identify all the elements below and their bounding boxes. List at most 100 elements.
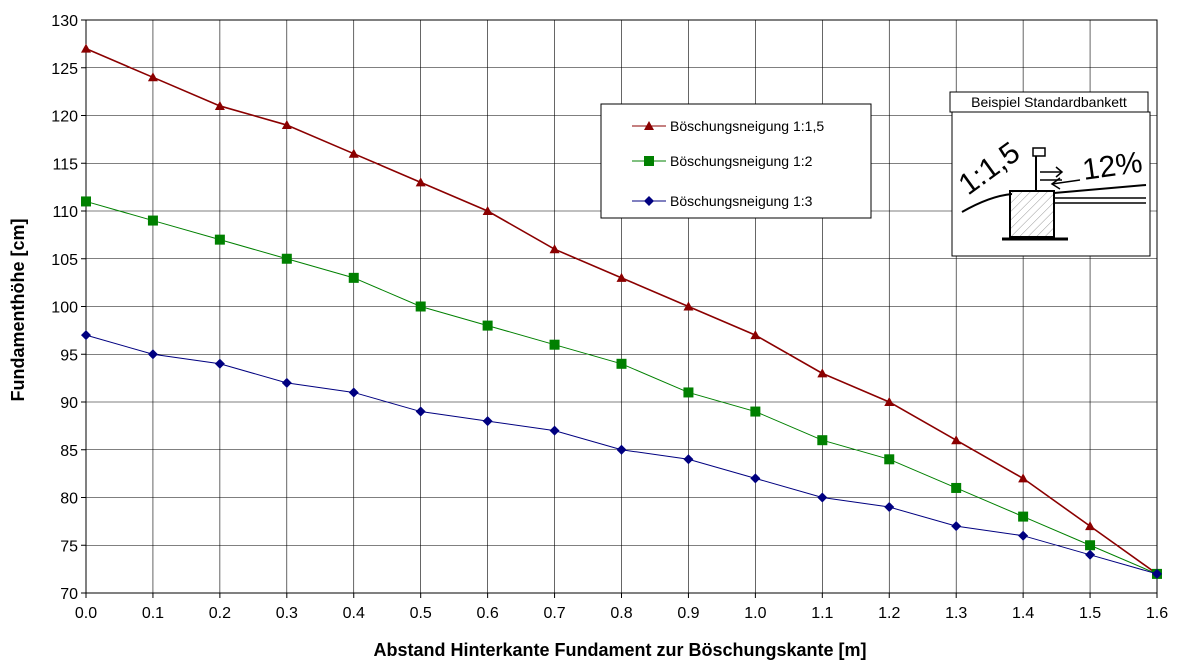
y-tick-label: 70: [60, 586, 78, 603]
data-point: [951, 482, 962, 493]
y-tick-label: 85: [60, 443, 78, 460]
data-point: [147, 72, 158, 82]
data-point: [951, 521, 962, 532]
legend-label-1: Böschungsneigung 1:1,5: [670, 118, 824, 134]
data-point: [750, 330, 761, 340]
data-point: [415, 301, 426, 312]
data-point: [81, 330, 91, 341]
data-point: [281, 253, 292, 264]
legend-marker-square: [644, 156, 654, 166]
data-point: [415, 177, 426, 187]
data-point: [482, 416, 493, 427]
data-point: [147, 349, 158, 360]
data-point: [415, 406, 426, 417]
data-point: [1085, 540, 1096, 551]
post-cap: [1032, 147, 1046, 157]
series-2: [81, 196, 1162, 579]
data-point: [1085, 549, 1096, 560]
y-tick-label: 75: [60, 538, 78, 555]
inset-title: Beispiel Standardbankett: [971, 94, 1127, 110]
data-point: [817, 435, 828, 446]
x-tick-label: 0.0: [75, 605, 97, 622]
y-tick-label: 95: [60, 347, 78, 364]
inset-sketch: Beispiel Standardbankett: [949, 91, 1151, 257]
y-tick-label: 120: [51, 109, 78, 126]
data-point: [214, 100, 225, 110]
data-point: [482, 206, 493, 215]
data-point: [348, 387, 359, 398]
data-point: [817, 492, 828, 503]
x-tick-label: 1.4: [1012, 605, 1034, 622]
y-axis-title: Fundamenthöhe [cm]: [8, 219, 28, 402]
data-point: [884, 454, 895, 465]
data-point: [214, 234, 225, 245]
data-point: [817, 368, 828, 378]
data-point: [348, 272, 359, 283]
data-point: [1018, 530, 1029, 541]
data-point: [951, 435, 962, 445]
data-point: [683, 387, 694, 398]
x-tick-label: 0.2: [209, 605, 231, 622]
data-point: [683, 301, 694, 311]
road-line: [1053, 184, 1147, 194]
x-tick-label: 1.5: [1079, 605, 1101, 622]
data-point: [81, 43, 91, 53]
x-tick-label: 0.8: [610, 605, 632, 622]
slope-line: [961, 193, 1013, 213]
data-point: [281, 377, 292, 388]
x-tick-label: 1.3: [945, 605, 967, 622]
data-point: [549, 425, 560, 436]
y-tick-label: 80: [60, 491, 78, 508]
x-tick-label: 0.6: [477, 605, 499, 622]
y-tick-label: 90: [60, 395, 78, 412]
x-tick-label: 1.0: [744, 605, 766, 622]
legend-label-3: Böschungsneigung 1:3: [670, 193, 813, 209]
legend-marker-triangle: [644, 121, 654, 130]
legend-marker-diamond: [644, 196, 654, 206]
x-tick-label: 0.5: [410, 605, 432, 622]
x-tick-label: 1.6: [1146, 605, 1168, 622]
x-axis-ticks: 0.0 0.1 0.2 0.3 0.4 0.5 0.6 0.7 0.8 0.9 1.0 1.1 1.2 1…: [75, 593, 1168, 622]
x-tick-label: 0.9: [677, 605, 699, 622]
x-tick-label: 0.3: [276, 605, 298, 622]
legend-item-3: Böschungsneigung 1:3: [632, 193, 813, 209]
data-point: [1018, 511, 1029, 522]
series-3: [81, 330, 1162, 579]
legend-item-2: Böschungsneigung 1:2: [632, 153, 813, 169]
y-tick-label: 115: [52, 156, 78, 173]
legend-label-2: Böschungsneigung 1:2: [670, 153, 813, 169]
data-point: [549, 244, 560, 254]
data-point: [348, 148, 359, 158]
x-tick-label: 1.1: [811, 605, 833, 622]
series-layer: [81, 43, 1162, 579]
data-point: [683, 454, 694, 465]
y-tick-label: 105: [51, 252, 78, 269]
data-point: [1085, 521, 1096, 531]
data-point: [281, 120, 292, 130]
x-tick-label: 0.1: [142, 605, 164, 622]
data-point: [884, 502, 895, 513]
x-tick-label: 1.2: [878, 605, 900, 622]
legend-item-1: Böschungsneigung 1:1,5: [632, 118, 824, 134]
legend: Böschungsneigung 1:1,5 Böschungsneigung …: [600, 103, 872, 219]
y-tick-label: 110: [52, 204, 78, 221]
data-point: [616, 358, 627, 369]
data-point: [1152, 568, 1162, 579]
data-point: [549, 339, 560, 350]
data-point: [1018, 473, 1029, 483]
data-point: [81, 196, 91, 207]
x-tick-label: 0.4: [343, 605, 365, 622]
y-tick-label: 125: [51, 61, 78, 78]
x-tick-label: 0.7: [543, 605, 565, 622]
data-point: [482, 320, 493, 331]
y-axis-ticks: 70 75 80 85 90 95 100 105 110 115 120 125 130: [51, 13, 86, 603]
y-tick-label: 100: [51, 300, 78, 317]
data-point: [616, 444, 627, 455]
data-point: [147, 215, 158, 226]
data-point: [616, 272, 627, 282]
series-1: [81, 43, 1162, 578]
x-axis-title: Abstand Hinterkante Fundament zur Böschu…: [373, 640, 866, 660]
data-point: [750, 406, 761, 417]
